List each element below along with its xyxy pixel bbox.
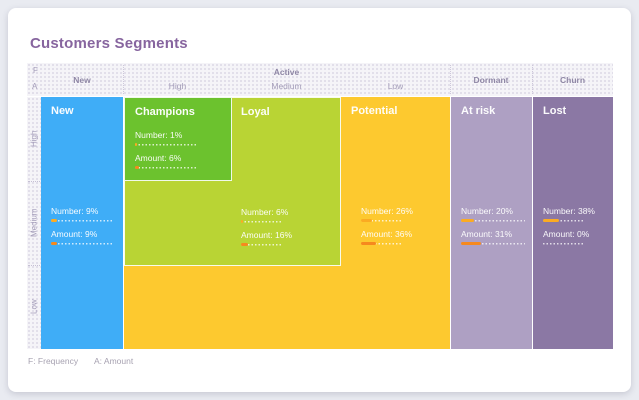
- legend-footer: F: Frequency A: Amount: [28, 356, 147, 366]
- number-stat: Number: 9%: [51, 206, 113, 222]
- number-progress-bar: [461, 219, 525, 222]
- legend-frequency: F: Frequency: [28, 356, 79, 366]
- number-stat: Number: 38%: [543, 206, 595, 222]
- segment-title: Lost: [543, 105, 567, 117]
- header-divider: [123, 65, 124, 94]
- number-stat: Number: 20%: [461, 206, 525, 222]
- number-stat: Number: 6%: [241, 207, 292, 223]
- matrix-column-header: F A New Active High Medium Low Dormant C…: [27, 63, 613, 96]
- column-subheader-low: Low: [387, 81, 404, 91]
- segments-treemap: Potential Number: 26% Amount: 36% Loyal …: [41, 97, 613, 349]
- amount-stat: Amount: 31%: [461, 229, 525, 245]
- segment-new[interactable]: New Number: 9% Amount: 9%: [41, 97, 123, 349]
- amount-axis-label: A: [32, 82, 38, 91]
- column-header-active: Active: [273, 67, 300, 77]
- segment-at-risk[interactable]: At risk Number: 20% Amount: 31%: [451, 97, 532, 349]
- segment-title: New: [51, 105, 74, 117]
- segment-stats: Number: 1% Amount: 6%: [135, 130, 197, 169]
- amount-progress-bar: [461, 242, 525, 245]
- column-header-churn: Churn: [559, 74, 586, 85]
- segment-title: Potential: [351, 105, 398, 117]
- amount-progress-bar: [241, 243, 282, 246]
- number-progress-bar: [51, 219, 113, 222]
- segment-stats: Number: 9% Amount: 9%: [51, 206, 113, 245]
- row-label-low: Low: [29, 299, 39, 315]
- segment-stats: Number: 38% Amount: 0%: [543, 206, 595, 245]
- segment-loyal[interactable]: Loyal Number: 6% Amount: 16%: [124, 97, 341, 266]
- number-progress-bar: [241, 220, 282, 223]
- column-subheader-medium: Medium: [271, 81, 302, 91]
- segment-title: Loyal: [241, 106, 270, 118]
- amount-stat: Amount: 9%: [51, 229, 113, 245]
- row-divider: [28, 265, 40, 266]
- segment-stats: Number: 26% Amount: 36%: [361, 206, 413, 245]
- segment-stats: Number: 20% Amount: 31%: [461, 206, 525, 245]
- number-stat: Number: 1%: [135, 130, 197, 146]
- amount-progress-bar: [135, 166, 197, 169]
- number-progress-bar: [543, 219, 584, 222]
- header-divider: [532, 65, 533, 94]
- number-progress-bar: [135, 143, 197, 146]
- segment-lost[interactable]: Lost Number: 38% Amount: 0%: [533, 97, 613, 349]
- customers-segments-card: Customers Segments F A New Active High M…: [8, 8, 631, 392]
- row-label-high: High: [29, 130, 39, 148]
- segment-champions[interactable]: Champions Number: 1% Amount: 6%: [124, 97, 232, 181]
- amount-stat: Amount: 36%: [361, 229, 413, 245]
- number-progress-bar: [361, 219, 402, 222]
- amount-stat: Amount: 16%: [241, 230, 292, 246]
- row-label-medium: Medium: [29, 208, 39, 238]
- amount-progress-bar: [543, 242, 584, 245]
- matrix-row-header: High Medium Low: [27, 97, 41, 349]
- page-title: Customers Segments: [30, 35, 188, 52]
- number-stat: Number: 26%: [361, 206, 413, 222]
- amount-stat: Amount: 6%: [135, 153, 197, 169]
- column-header-new: New: [73, 74, 91, 85]
- row-divider: [28, 181, 40, 182]
- amount-progress-bar: [51, 242, 113, 245]
- column-header-dormant: Dormant: [473, 74, 509, 85]
- segment-title: Champions: [135, 106, 195, 118]
- column-subheader-high: High: [168, 81, 187, 91]
- amount-stat: Amount: 0%: [543, 229, 595, 245]
- segment-title: At risk: [461, 105, 496, 117]
- amount-progress-bar: [361, 242, 402, 245]
- frequency-axis-label: F: [33, 66, 38, 75]
- header-divider: [450, 65, 451, 94]
- segment-stats: Number: 6% Amount: 16%: [241, 207, 292, 246]
- legend-amount: A: Amount: [93, 356, 134, 366]
